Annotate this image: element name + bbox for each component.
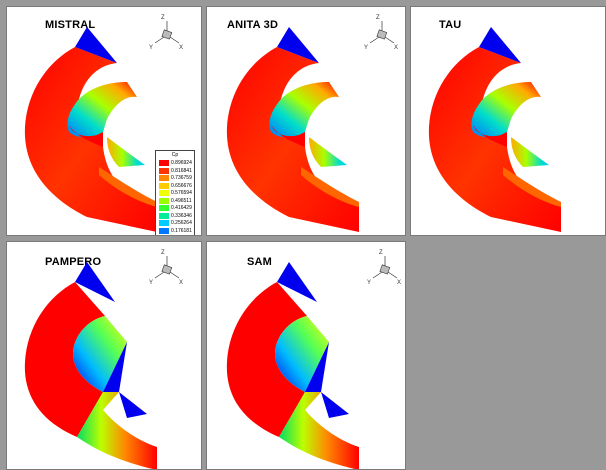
legend-swatch: [159, 235, 169, 236]
legend-swatch: [159, 182, 169, 189]
legend-level-label: 0.176181: [171, 227, 192, 234]
axis-triad: Z Y X: [149, 250, 183, 286]
panel-title: ANITA 3D: [227, 19, 279, 31]
legend-level-label: 0.256264: [171, 220, 192, 226]
axis-z-label: Z: [379, 250, 383, 256]
axis-x-label: X: [397, 280, 401, 286]
panel-sam: SAM Z Y X: [206, 241, 406, 470]
legend-level-label: 0.816841: [171, 167, 192, 174]
legend-swatch: [159, 212, 169, 219]
legend-swatch: [159, 227, 169, 234]
panel-tau: TAU: [410, 6, 606, 236]
axis-x-label: X: [394, 45, 398, 51]
legend-level-label: 0.896924: [171, 160, 192, 166]
axis-z-label: Z: [161, 250, 165, 256]
axis-z-label: Z: [376, 15, 380, 21]
axis-y-label: Y: [367, 280, 371, 286]
legend-swatch: [159, 220, 169, 226]
axis-x-label: X: [179, 280, 183, 286]
cp-surface-plot: [428, 27, 561, 232]
legend-level-label: 0.336346: [171, 212, 192, 219]
axis-triad: Z Y X: [364, 15, 398, 51]
axis-y-label: Y: [149, 280, 153, 286]
axis-z-label: Z: [161, 15, 165, 21]
legend-level-label: 0.736759: [171, 175, 192, 181]
legend-level-label: 0.656676: [171, 182, 192, 189]
panel-title: TAU: [439, 19, 462, 31]
axis-triad: Z Y X: [367, 250, 401, 286]
panel-pampero: PAMPERO Z Y X: [6, 241, 202, 470]
legend-swatch: [159, 167, 169, 174]
panel-title: MISTRAL: [45, 19, 96, 31]
axis-y-label: Y: [149, 45, 153, 51]
legend-swatch: [159, 175, 169, 181]
legend-level-label: 0.416429: [171, 205, 192, 211]
legend-swatch: [159, 205, 169, 211]
panel-title: SAM: [247, 256, 273, 268]
cp-legend: Cp 0.896924 0.816841 0.736759 0.656676 0.576…: [155, 150, 195, 236]
legend-swatch: [159, 160, 169, 166]
panel-mistral: MISTRAL Z Y X Cp 0.896924 0.816841 0.73675…: [6, 6, 202, 236]
legend-level-label: 0.496511: [171, 197, 192, 204]
panel-anita-3d: ANITA 3D Z Y X: [206, 6, 406, 236]
legend-level-label: 0.576594: [171, 190, 192, 196]
legend-title: Cp: [171, 152, 179, 158]
axis-y-label: Y: [364, 45, 368, 51]
legend-swatch: [159, 190, 169, 196]
axis-triad: Z Y X: [149, 15, 183, 51]
legend-swatch: [159, 197, 169, 204]
axis-x-label: X: [179, 45, 183, 51]
legend-level-label: 0.096099: [171, 235, 192, 236]
